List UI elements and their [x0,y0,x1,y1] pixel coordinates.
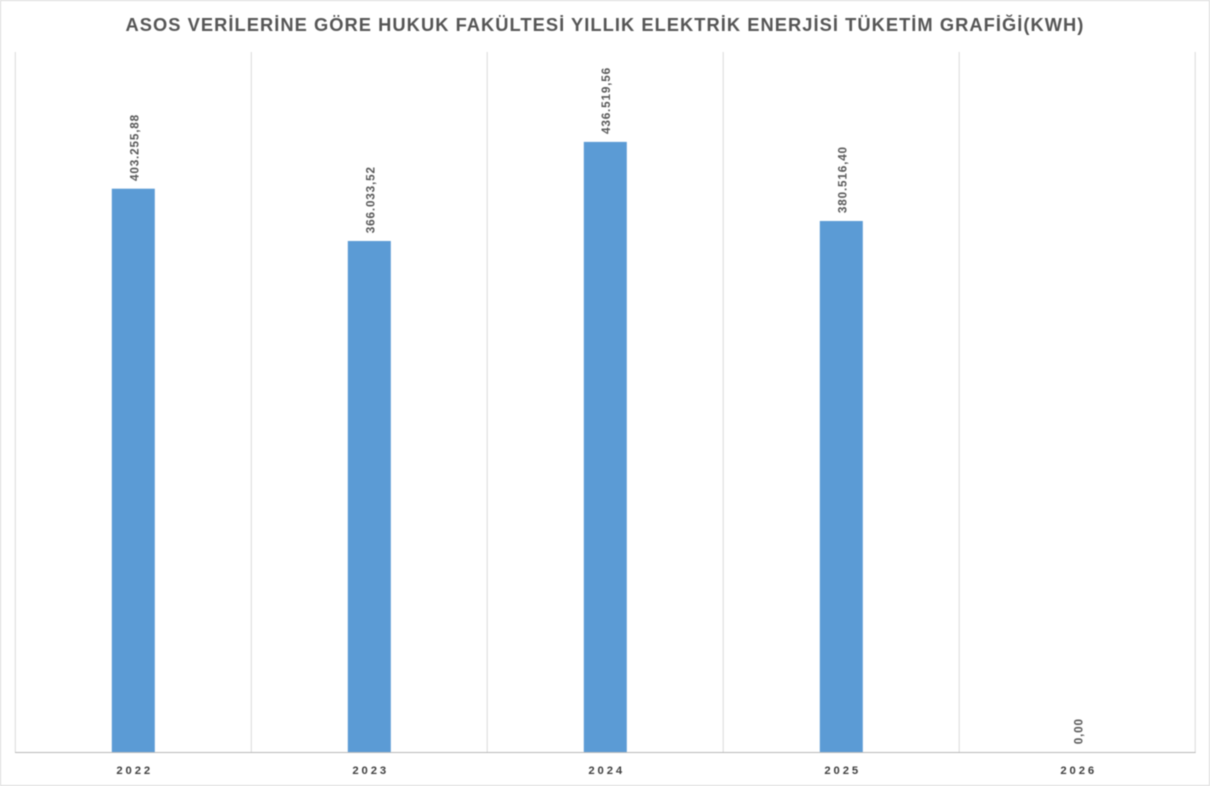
svg-text:ASOS VERİLERİNE GÖRE HUKUK FAK: ASOS VERİLERİNE GÖRE HUKUK FAKÜLTESİ YIL… [126,14,1085,35]
svg-text:2022: 2022 [116,765,153,777]
svg-text:0,00: 0,00 [1072,718,1085,744]
svg-text:366.033,52: 366.033,52 [364,166,377,233]
svg-text:436.519,56: 436.519,56 [600,67,613,134]
svg-text:2025: 2025 [824,765,861,777]
svg-text:2023: 2023 [352,765,389,777]
svg-text:2024: 2024 [588,765,625,777]
svg-text:380.516,40: 380.516,40 [836,146,849,213]
svg-text:2026: 2026 [1060,765,1097,777]
svg-text:403.255,88: 403.255,88 [128,114,141,181]
